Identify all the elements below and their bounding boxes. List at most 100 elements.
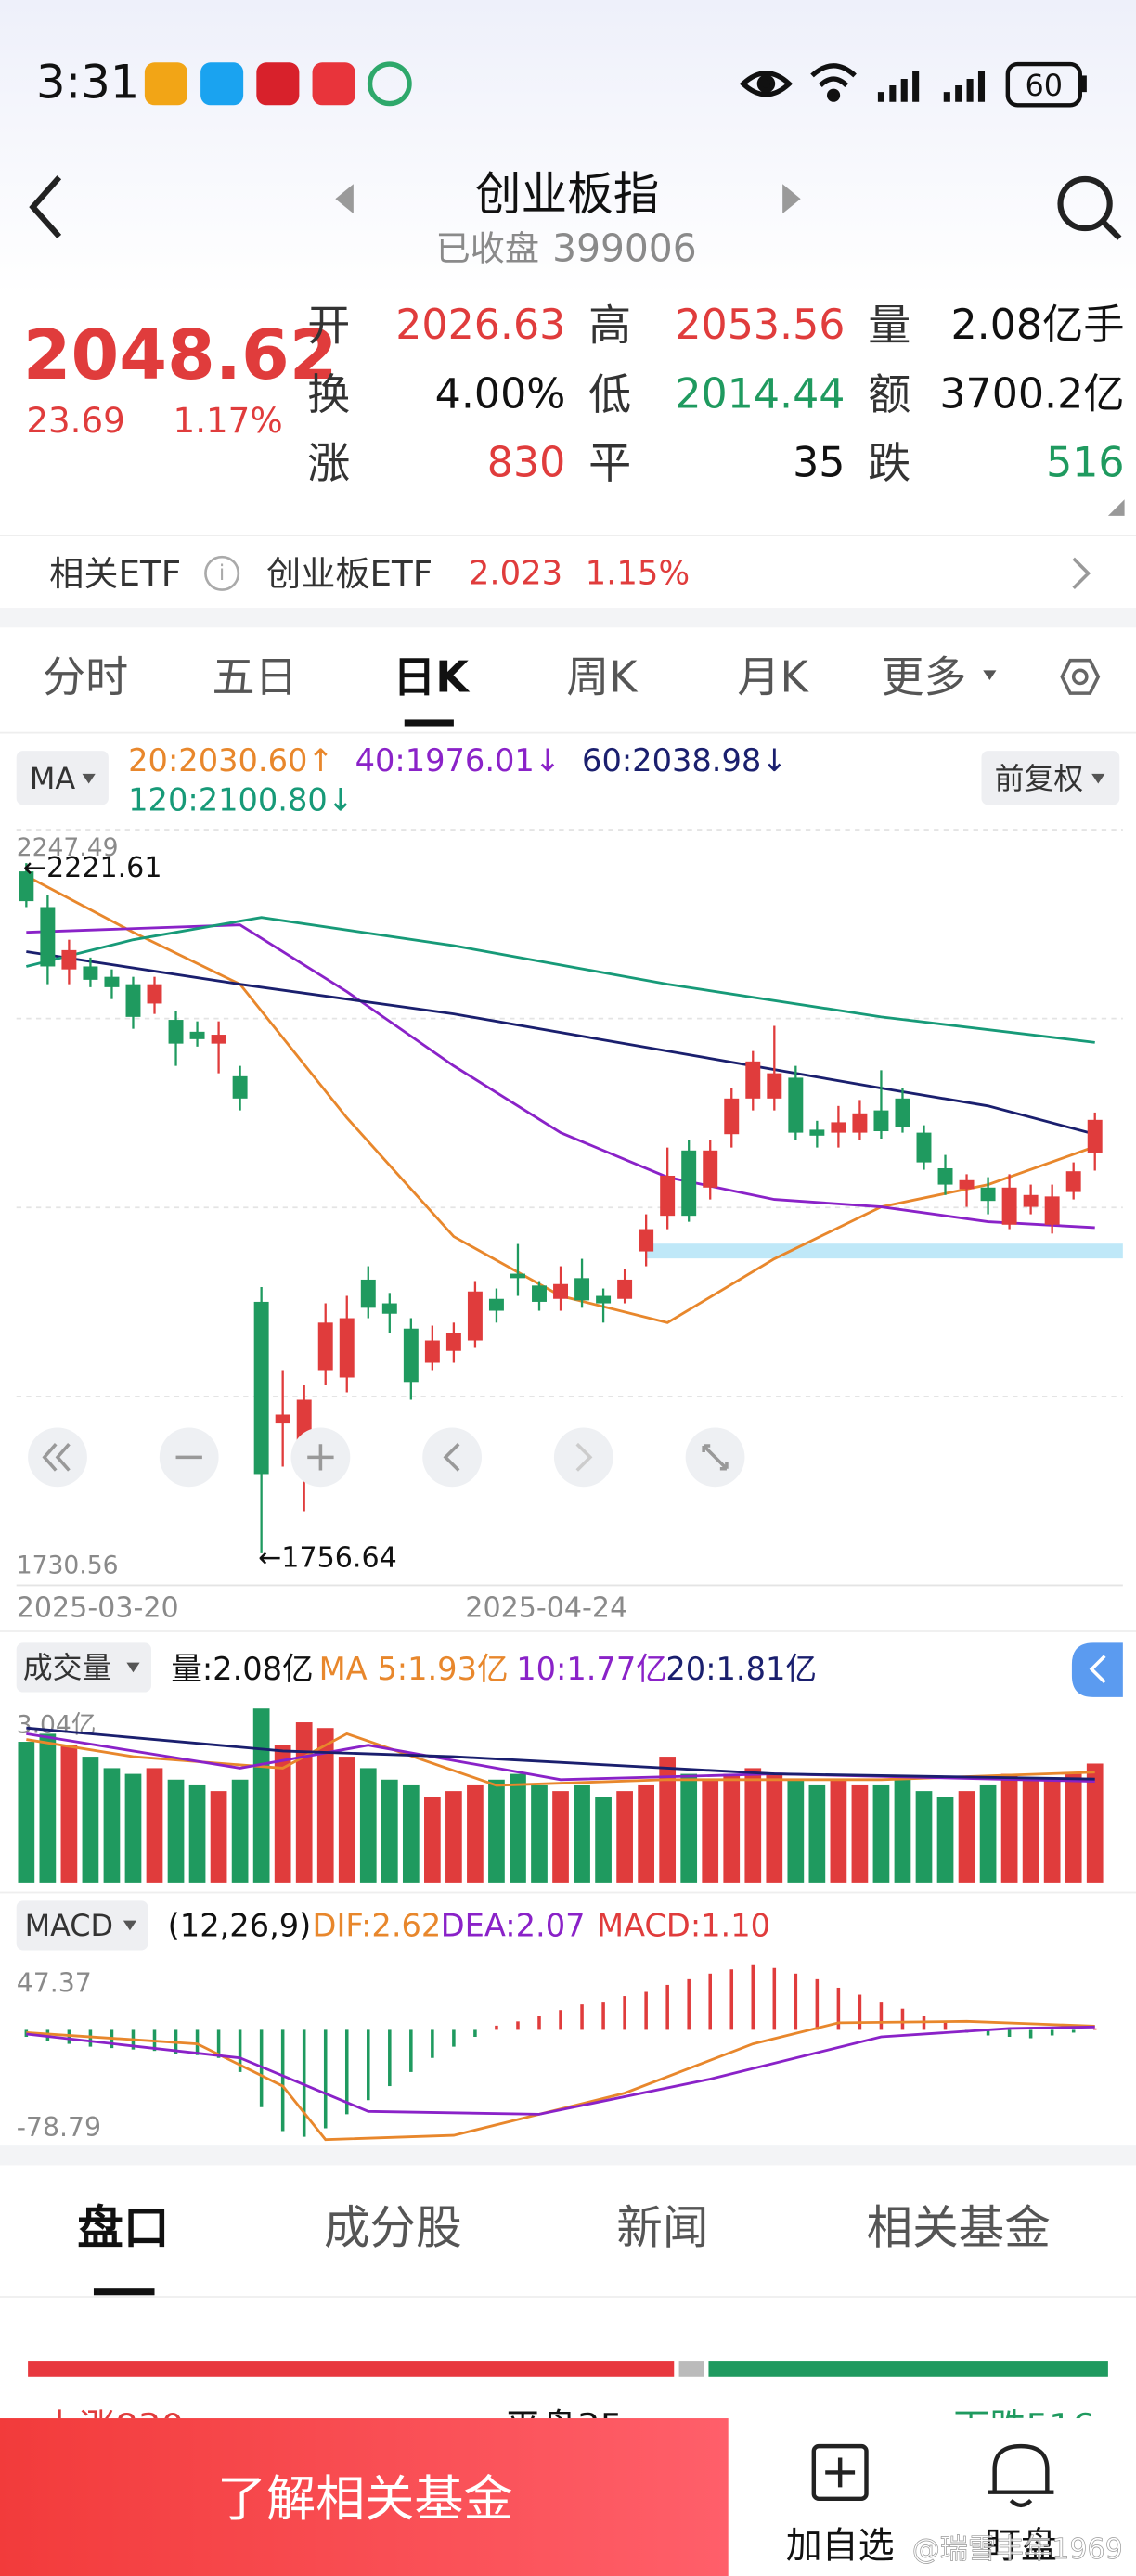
candle-body — [147, 984, 162, 1004]
volume-bar — [60, 1745, 78, 1883]
volume-bar — [1086, 1763, 1104, 1883]
volume-bar — [82, 1757, 99, 1883]
candle-body — [724, 1098, 740, 1135]
x-tick-label: 2025-03-20 — [17, 1592, 179, 1625]
volume-bar — [808, 1784, 826, 1883]
field-label: 跌 — [868, 438, 910, 488]
field-value: 516 — [1046, 440, 1125, 487]
candle-body — [703, 1150, 718, 1188]
detail-tab[interactable]: 新闻 — [616, 2201, 708, 2255]
prev-index[interactable] — [335, 184, 354, 214]
indicator-name[interactable]: MA — [30, 761, 76, 796]
period-tab[interactable]: 周K — [566, 651, 639, 702]
candle-body — [381, 1303, 397, 1314]
macd-chart: 47.37 -78.79 — [17, 1964, 1097, 2143]
detail-tab[interactable]: 相关基金 — [867, 2201, 1051, 2255]
candle-body — [104, 976, 120, 987]
volume-bar — [616, 1791, 633, 1883]
volume-bar — [766, 1773, 783, 1883]
indicator-button[interactable] — [16, 751, 109, 805]
candle-body — [232, 1075, 248, 1099]
more-caret — [983, 670, 997, 680]
tab-underline — [404, 719, 454, 727]
volume-bar — [381, 1779, 398, 1883]
indicator-line — [26, 1732, 1095, 1784]
status-app-icons — [144, 61, 412, 107]
volume-bar — [659, 1757, 677, 1883]
expand-corner[interactable] — [1107, 499, 1125, 516]
etf-chevron[interactable] — [1072, 557, 1091, 590]
ma-legend: 20:2030.60↑ — [128, 742, 333, 779]
volume-bar — [124, 1773, 142, 1883]
settings-icon[interactable] — [1060, 658, 1101, 695]
volume-caret — [126, 1662, 140, 1673]
search-button[interactable] — [1057, 175, 1122, 240]
settings-icon-dot — [1071, 668, 1089, 686]
period-tab[interactable]: 月K — [737, 651, 809, 702]
volume-bar — [979, 1784, 997, 1883]
adjust-label[interactable]: 前复权 — [995, 761, 1084, 796]
volume-bar — [424, 1797, 441, 1883]
volume-ma-legend: 10:1.77亿 — [516, 1651, 667, 1687]
candle-body — [532, 1285, 547, 1302]
volume-bar — [295, 1722, 313, 1883]
index-title: 创业板指 — [475, 167, 659, 221]
field-label: 量 — [868, 301, 910, 351]
detail-tab[interactable]: 盘口 — [77, 2201, 169, 2255]
candle-body — [125, 984, 141, 1017]
volume-bar — [146, 1768, 163, 1883]
candle-body — [19, 871, 34, 902]
cta-label[interactable]: 了解相关基金 — [217, 2470, 513, 2528]
macd-button[interactable] — [16, 1900, 148, 1951]
candle-body — [916, 1132, 932, 1163]
volume-bar — [1043, 1779, 1061, 1883]
info-icon[interactable]: i — [204, 555, 240, 591]
collapse-arrow — [1089, 1655, 1106, 1684]
field-label: 高 — [588, 301, 631, 351]
volume-title[interactable]: 成交量 — [23, 1650, 112, 1685]
extreme-label: ←2221.61 — [23, 852, 162, 884]
back-button[interactable] — [29, 175, 62, 238]
adjust-button[interactable] — [981, 751, 1120, 805]
volume-bar — [167, 1779, 185, 1883]
etf-name[interactable]: 创业板ETF — [266, 553, 432, 594]
field-value: 830 — [487, 440, 566, 487]
candle-body — [61, 949, 77, 970]
volume-button[interactable] — [16, 1642, 151, 1693]
indicator-caret — [82, 773, 96, 784]
indicator-line — [26, 1726, 1095, 1781]
field-label: 额 — [868, 369, 910, 419]
macd-legend: DEA:2.07 — [441, 1907, 586, 1943]
period-tab[interactable]: 日K — [393, 651, 471, 702]
volume-bar — [552, 1791, 569, 1883]
next-index[interactable] — [782, 184, 801, 214]
cta-button[interactable] — [0, 2418, 729, 2576]
volume-bar — [872, 1784, 890, 1883]
etf-price: 2.023 — [469, 554, 562, 592]
candle-body — [617, 1279, 633, 1299]
field-value: 2053.56 — [675, 302, 845, 349]
candle-body — [488, 1298, 504, 1311]
volume-bar — [18, 1742, 35, 1883]
period-tab[interactable]: 五日 — [213, 651, 298, 702]
monitor-icon[interactable] — [988, 2443, 1054, 2508]
ma-legend: 120:2100.80↓ — [128, 782, 354, 818]
volume-bar — [574, 1784, 590, 1883]
watchlist-icon[interactable] — [811, 2443, 869, 2502]
section-gap — [0, 608, 1136, 628]
macd-title[interactable]: MACD — [25, 1908, 114, 1943]
period-tab[interactable]: 更多 — [881, 651, 966, 702]
indicator-line — [26, 2019, 1095, 2142]
candle-body — [831, 1122, 846, 1133]
field-label: 换 — [307, 369, 350, 419]
period-tab[interactable]: 分时 — [43, 651, 128, 702]
volume-bar — [595, 1797, 612, 1883]
chart-controls[interactable] — [28, 1427, 745, 1488]
price-chart: 2247.49 1730.56 2025-03-20 2025-04-24 ←2221.… — [17, 833, 1103, 1625]
detail-tab[interactable]: 成分股 — [324, 2201, 462, 2255]
candle-body — [510, 1273, 525, 1279]
monitor-label[interactable]: 盯盘 — [985, 2526, 1057, 2568]
collapse-tab[interactable] — [1071, 1642, 1123, 1697]
candle-body — [895, 1098, 910, 1127]
watchlist-label[interactable]: 加自选 — [786, 2526, 895, 2568]
